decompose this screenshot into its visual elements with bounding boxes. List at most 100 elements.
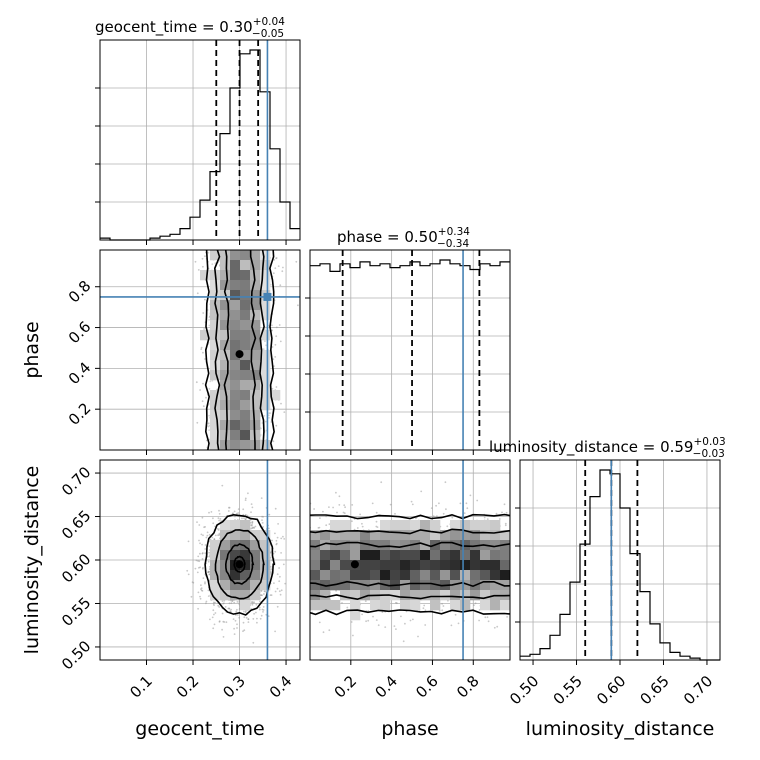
sample-point — [272, 272, 275, 275]
sample-point — [263, 414, 266, 417]
sample-point — [202, 534, 204, 537]
sample-point — [209, 538, 212, 541]
density-cell — [260, 350, 271, 361]
sample-point — [197, 555, 200, 558]
sample-point — [199, 389, 202, 391]
sample-point — [276, 587, 279, 590]
sample-point — [205, 600, 208, 603]
sample-point — [204, 552, 207, 554]
histogram-step-luminosity_distance — [520, 469, 720, 661]
density-cell — [220, 410, 231, 421]
density-cell — [240, 260, 251, 271]
sample-point — [274, 507, 277, 510]
density-cell — [260, 330, 271, 341]
sample-point — [234, 515, 236, 518]
sample-point — [278, 567, 280, 569]
sample-point — [260, 497, 263, 499]
sample-point — [217, 604, 220, 607]
density-cell — [230, 310, 241, 321]
contour-line — [213, 250, 265, 450]
density-cell — [230, 250, 241, 261]
sample-point — [265, 344, 267, 347]
sample-point — [196, 421, 199, 424]
sample-point — [244, 497, 247, 500]
density-cell — [230, 350, 241, 361]
sample-point — [217, 517, 220, 519]
sample-point — [278, 324, 281, 326]
sample-point — [204, 526, 207, 528]
sample-point — [213, 604, 215, 606]
density-cell — [260, 280, 271, 291]
panel-frame — [309, 249, 511, 451]
density-cell — [260, 270, 271, 281]
sample-point — [221, 484, 224, 487]
density-cell — [260, 260, 271, 271]
density-cell — [260, 440, 271, 450]
sample-point — [221, 628, 224, 631]
sample-point — [242, 621, 245, 624]
sample-point — [195, 559, 198, 562]
sample-point — [204, 298, 206, 301]
sample-point — [208, 545, 211, 547]
density-cell — [250, 270, 261, 281]
sample-point — [274, 630, 276, 633]
sample-point — [208, 429, 211, 431]
sample-point — [276, 536, 279, 539]
sample-point — [190, 595, 193, 598]
sample-point — [274, 356, 277, 358]
sample-point — [202, 405, 205, 408]
sample-point — [213, 623, 216, 626]
sample-point — [207, 425, 210, 428]
density-cell — [210, 330, 221, 341]
sample-point — [279, 593, 282, 596]
sample-point — [203, 328, 206, 330]
sample-point — [258, 606, 261, 609]
sample-point — [242, 630, 244, 633]
sample-point — [271, 329, 273, 332]
sample-point — [202, 566, 204, 569]
sample-point — [233, 627, 236, 630]
sample-point — [260, 427, 262, 430]
sample-point — [237, 512, 240, 514]
density-cell — [220, 330, 231, 341]
density-cell — [230, 290, 241, 301]
sample-point — [202, 312, 205, 314]
sample-point — [228, 506, 230, 509]
sample-point — [196, 521, 198, 523]
sample-point — [187, 540, 190, 543]
density-cell — [220, 260, 231, 271]
sample-point — [244, 610, 247, 613]
density-cell — [250, 280, 261, 291]
sample-point — [250, 524, 253, 526]
sample-point — [295, 260, 298, 263]
density-cell — [220, 300, 231, 311]
sample-point — [195, 381, 198, 384]
sample-point — [201, 257, 204, 260]
sample-point — [232, 618, 235, 620]
density-cell — [240, 340, 251, 351]
density-cell — [230, 400, 241, 411]
sample-point — [205, 602, 207, 605]
sample-point — [250, 503, 253, 505]
contour-line — [204, 250, 275, 450]
density-cell — [220, 370, 231, 381]
scatter-panel-geocent_time-phase — [95, 249, 301, 455]
sample-point — [236, 623, 238, 626]
sample-point — [228, 602, 231, 605]
density-cell — [210, 340, 221, 351]
density-cell — [210, 440, 221, 450]
sample-point — [201, 400, 204, 403]
density-cell — [250, 370, 261, 381]
sample-point — [218, 534, 221, 536]
sample-point — [268, 513, 271, 516]
sample-point — [204, 548, 207, 550]
sample-point — [207, 251, 210, 254]
sample-point — [208, 319, 211, 321]
sample-point — [202, 382, 204, 385]
sample-point — [205, 396, 207, 399]
sample-point — [212, 517, 214, 520]
sample-point — [275, 335, 278, 338]
density-cell — [230, 260, 241, 271]
sample-point — [233, 633, 236, 635]
sample-point — [235, 610, 238, 613]
